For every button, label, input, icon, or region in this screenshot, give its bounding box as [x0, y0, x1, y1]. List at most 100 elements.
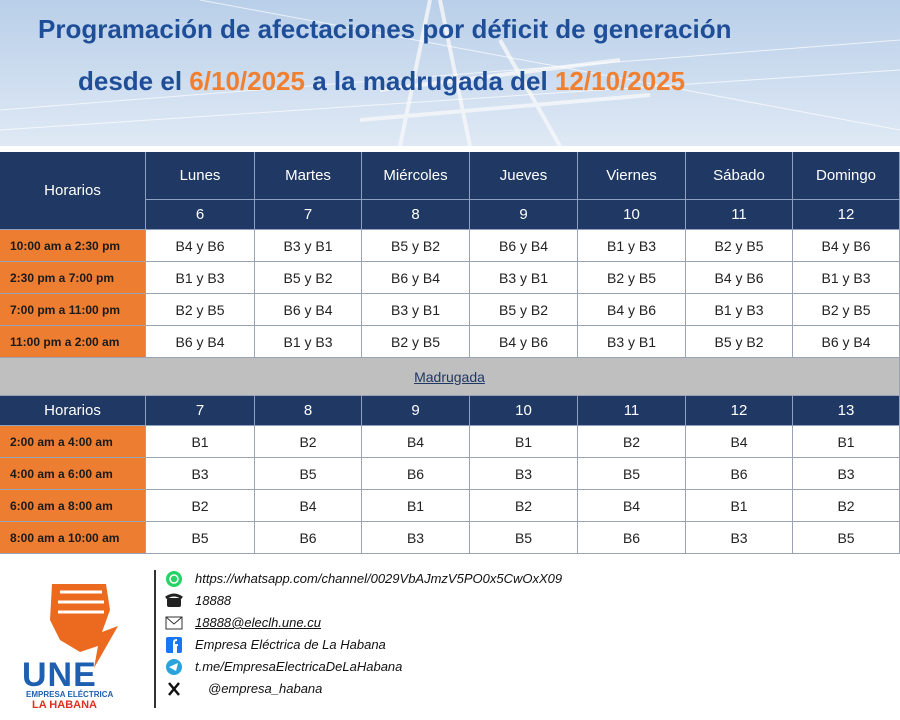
header-cell: Horarios	[0, 396, 146, 426]
contact-icon	[168, 682, 180, 696]
date-cell: 8	[362, 200, 470, 230]
block-cell: B2 y B5	[686, 230, 793, 262]
block-cell: B6	[578, 522, 686, 554]
day-cell: Sábado	[686, 152, 793, 200]
block-cell: B6 y B4	[362, 262, 470, 294]
block-cell: B6 y B4	[793, 326, 900, 358]
block-cell: B2	[146, 490, 255, 522]
block-cell: B3 y B1	[255, 230, 362, 262]
block-cell: B1	[793, 426, 900, 458]
block-cell: B3 y B1	[470, 262, 578, 294]
day-cell: Lunes	[146, 152, 255, 200]
block-cell: B5 y B2	[255, 262, 362, 294]
block-cell: B4 y B6	[578, 294, 686, 326]
date-cell: 10	[578, 200, 686, 230]
block-cell: B5 y B2	[686, 326, 793, 358]
time-cell: 10:00 am a 2:30 pm	[0, 230, 146, 262]
block-cell: B6 y B4	[470, 230, 578, 262]
contact-icon	[166, 637, 182, 653]
time-cell: 4:00 am a 6:00 am	[0, 458, 146, 490]
date-cell: 8	[255, 396, 362, 426]
day-cell: Jueves	[470, 152, 578, 200]
block-cell: B4 y B6	[686, 262, 793, 294]
day-cell: Martes	[255, 152, 362, 200]
block-cell: B3 y B1	[362, 294, 470, 326]
logo-line: LA HABANA	[32, 699, 97, 711]
date-cell: 12	[686, 396, 793, 426]
block-cell: B6	[255, 522, 362, 554]
time-cell: 11:00 pm a 2:00 am	[0, 326, 146, 358]
date-cell: 12	[793, 200, 900, 230]
block-cell: B2	[470, 490, 578, 522]
block-cell: B5	[578, 458, 686, 490]
contact-icon	[165, 593, 183, 607]
block-cell: B2 y B5	[578, 262, 686, 294]
contact-icon	[166, 659, 182, 675]
date-cell: 7	[146, 396, 255, 426]
block-cell: B4	[255, 490, 362, 522]
block-cell: B6 y B4	[146, 326, 255, 358]
divider	[0, 146, 900, 152]
contact-text[interactable]: https://whatsapp.com/channel/0029VbAJmzV…	[195, 571, 563, 586]
block-cell: B1	[146, 426, 255, 458]
block-cell: B5	[793, 522, 900, 554]
block-cell: B4	[362, 426, 470, 458]
contact-icon	[166, 571, 182, 587]
block-cell: B3	[793, 458, 900, 490]
block-cell: B4 y B6	[793, 230, 900, 262]
block-cell: B4	[686, 426, 793, 458]
block-cell: B1 y B3	[793, 262, 900, 294]
block-cell: B1	[362, 490, 470, 522]
contact-text[interactable]: 18888@eleclh.une.cu	[195, 615, 321, 630]
logo-line: EMPRESA ELÉCTRICA	[26, 690, 114, 699]
block-cell: B6	[362, 458, 470, 490]
time-cell: 6:00 am a 8:00 am	[0, 490, 146, 522]
banner	[0, 0, 900, 146]
date-cell: 9	[470, 200, 578, 230]
subtitle: desde el 6/10/2025 a la madrugada del 12…	[78, 66, 685, 97]
block-cell: B3	[362, 522, 470, 554]
start-date: 6/10/2025	[189, 66, 305, 96]
time-cell: 8:00 am a 10:00 am	[0, 522, 146, 554]
block-cell: B2	[793, 490, 900, 522]
end-date: 12/10/2025	[554, 66, 686, 96]
block-cell: B5	[470, 522, 578, 554]
block-cell: B2 y B5	[793, 294, 900, 326]
block-cell: B1	[686, 490, 793, 522]
contact-icon	[165, 616, 183, 630]
time-cell: 7:00 pm a 11:00 pm	[0, 294, 146, 326]
contact-text: 18888	[195, 593, 232, 608]
block-cell: B6 y B4	[255, 294, 362, 326]
block-cell: B6	[686, 458, 793, 490]
day-cell: Domingo	[793, 152, 900, 200]
block-cell: B5 y B2	[470, 294, 578, 326]
subtitle-text: a la madrugada del	[312, 66, 548, 96]
block-cell: B5	[146, 522, 255, 554]
block-cell: B4 y B6	[470, 326, 578, 358]
time-cell: 2:30 pm a 7:00 pm	[0, 262, 146, 294]
date-cell: 11	[686, 200, 793, 230]
section-label: Madrugada	[0, 358, 900, 396]
contact-text[interactable]: t.me/EmpresaElectricaDeLaHabana	[195, 659, 403, 674]
separator	[154, 570, 156, 708]
block-cell: B4	[578, 490, 686, 522]
date-cell: 6	[146, 200, 255, 230]
date-cell: 10	[470, 396, 578, 426]
day-cell: Viernes	[578, 152, 686, 200]
block-cell: B3	[686, 522, 793, 554]
block-cell: B1 y B3	[686, 294, 793, 326]
contact-text: Empresa Eléctrica de La Habana	[195, 637, 386, 652]
logo-name: UNE	[22, 656, 97, 694]
time-cell: 2:00 am a 4:00 am	[0, 426, 146, 458]
day-cell: Miércoles	[362, 152, 470, 200]
logo-icon	[50, 584, 118, 668]
block-cell: B3	[146, 458, 255, 490]
block-cell: B2	[578, 426, 686, 458]
date-cell: 9	[362, 396, 470, 426]
block-cell: B3	[470, 458, 578, 490]
block-cell: B1	[470, 426, 578, 458]
date-cell: 11	[578, 396, 686, 426]
title: Programación de afectaciones por déficit…	[38, 14, 732, 44]
block-cell: B1 y B3	[146, 262, 255, 294]
block-cell: B5	[255, 458, 362, 490]
